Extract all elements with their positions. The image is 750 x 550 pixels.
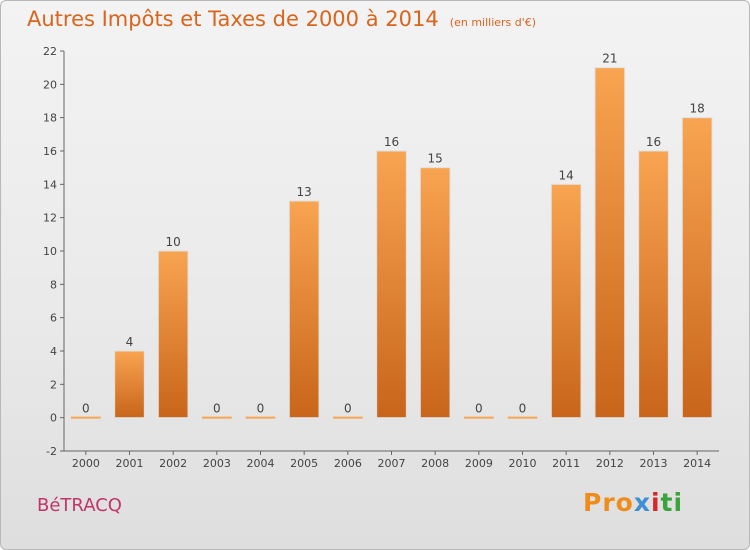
- x-tick-label: 2001: [116, 457, 144, 470]
- proxiti-logo: Proxiti: [583, 488, 683, 517]
- bar: [681, 117, 713, 419]
- bar-value-label: 0: [519, 402, 527, 416]
- x-tick-label: 2003: [203, 457, 231, 470]
- y-tick-label: 22: [43, 45, 57, 58]
- chart-title: Autres Impôts et Taxes de 2000 à 2014 (e…: [27, 7, 536, 31]
- x-tick-label: 2006: [334, 457, 362, 470]
- title-unit: (en milliers d'€): [449, 16, 537, 29]
- y-tick-label: 18: [43, 112, 57, 125]
- x-tick-label: 2005: [290, 457, 318, 470]
- bar: [288, 200, 320, 419]
- logo-part-2: x: [633, 488, 651, 517]
- bar: [419, 167, 451, 419]
- x-tick-label: 2012: [596, 457, 624, 470]
- bar-value-label: 16: [384, 135, 399, 149]
- x-tick-label: 2011: [552, 457, 580, 470]
- x-tick-label: 2002: [159, 457, 187, 470]
- bar: [638, 150, 669, 419]
- logo-part-1: Pro: [583, 488, 634, 517]
- x-tick-label: 2007: [378, 457, 406, 470]
- bar: [376, 150, 407, 419]
- y-tick-label: -2: [46, 445, 57, 458]
- bar-value-label: 0: [213, 402, 221, 416]
- bar: [550, 183, 582, 419]
- x-tick-label: 2013: [640, 457, 668, 470]
- x-tick-label: 2000: [72, 457, 100, 470]
- x-tick-label: 2014: [683, 457, 711, 470]
- bar-value-label: 15: [428, 152, 443, 166]
- y-tick-label: 20: [43, 78, 57, 91]
- bar-value-label: 18: [690, 102, 705, 116]
- bar-value-label: 0: [475, 402, 483, 416]
- y-tick-label: 16: [43, 145, 57, 158]
- y-tick-label: 14: [43, 178, 57, 191]
- bar: [594, 67, 626, 419]
- logo-part-3: i: [650, 488, 661, 517]
- bar-value-label: 13: [297, 185, 312, 199]
- y-tick-label: 0: [50, 412, 57, 425]
- bar-value-label: 14: [559, 168, 574, 182]
- y-tick-label: 10: [43, 245, 57, 258]
- logo-part-4: ti: [660, 488, 684, 517]
- bar-value-label: 16: [646, 135, 661, 149]
- bar-value-label: 21: [602, 52, 617, 66]
- bar: [157, 250, 189, 419]
- commune-name: BéTRACQ: [37, 495, 122, 516]
- bar-value-label: 0: [257, 402, 265, 416]
- x-tick-label: 2010: [509, 457, 537, 470]
- x-tick-label: 2009: [465, 457, 493, 470]
- bar: [114, 350, 145, 419]
- bar-value-label: 10: [166, 235, 181, 249]
- y-tick-label: 8: [50, 278, 57, 291]
- bar-value-label: 4: [126, 335, 134, 349]
- bar-value-label: 0: [344, 402, 352, 416]
- y-tick-label: 12: [43, 212, 57, 225]
- x-tick-label: 2008: [421, 457, 449, 470]
- y-tick-label: 4: [50, 345, 57, 358]
- y-tick-label: 6: [50, 312, 57, 325]
- x-tick-label: 2004: [247, 457, 275, 470]
- y-tick-label: 2: [50, 378, 57, 391]
- bar-value-label: 0: [82, 402, 90, 416]
- title-text: Autres Impôts et Taxes de 2000 à 2014: [27, 7, 439, 31]
